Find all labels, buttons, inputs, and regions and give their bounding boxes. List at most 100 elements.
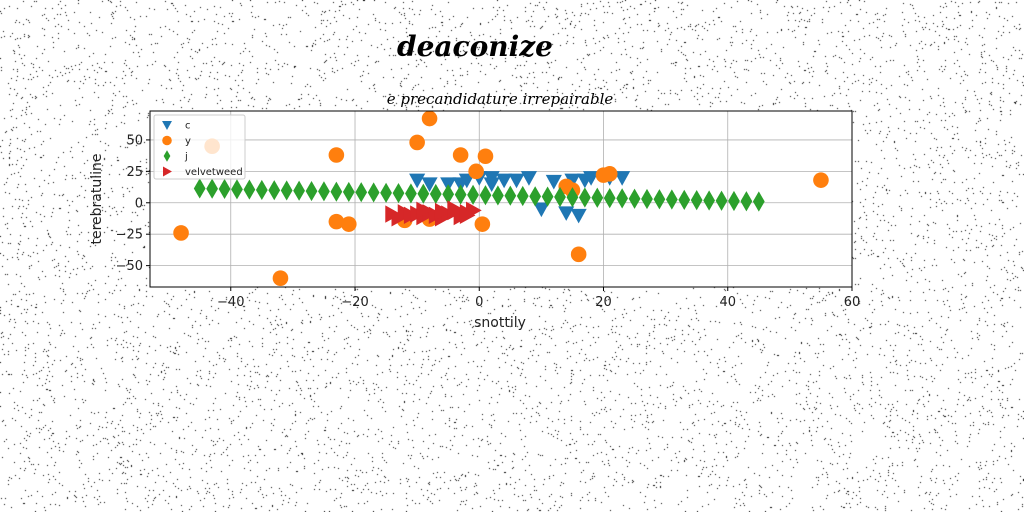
point-y [477, 148, 494, 165]
chart-suptitle: deaconize [397, 30, 553, 63]
point-j [529, 186, 542, 207]
point-j [392, 183, 405, 204]
chart-title: e precandidature irrepairable [387, 90, 614, 108]
point-j [293, 180, 305, 201]
point-j [429, 183, 442, 205]
point-c [614, 171, 631, 186]
point-y [340, 216, 357, 232]
point-velvetweed [459, 206, 476, 225]
point-y [409, 134, 425, 151]
series-c [409, 171, 631, 224]
point-j [591, 187, 604, 208]
point-j [516, 185, 529, 207]
point-j [206, 178, 219, 199]
point-c [558, 206, 575, 221]
legend-label-j: j [184, 152, 188, 163]
point-j [690, 190, 703, 211]
point-y [601, 166, 618, 182]
plot-frame [149, 110, 853, 288]
x-tick-label: 20 [595, 295, 612, 310]
point-j [442, 184, 455, 205]
point-c [409, 173, 426, 189]
x-tick-label: 40 [719, 295, 736, 310]
point-j [305, 181, 318, 202]
x-tick-label: 0 [475, 295, 483, 310]
x-tick-label: −40 [217, 295, 244, 310]
point-velvetweed [416, 201, 433, 219]
point-j [554, 186, 566, 208]
point-y [570, 246, 587, 263]
legend-marker-velvetweed [163, 166, 172, 177]
point-c [421, 177, 438, 192]
legend-box [153, 114, 246, 180]
legend-label-y: y [185, 136, 191, 147]
point-j [740, 191, 753, 212]
point-y [328, 213, 345, 230]
point-j [628, 188, 641, 209]
point-j [380, 182, 392, 203]
y-tick-label: −25 [116, 228, 143, 243]
point-c [545, 174, 562, 190]
point-j [355, 182, 368, 203]
point-j [678, 189, 691, 210]
point-j [467, 184, 479, 205]
point-c [533, 202, 550, 218]
y-tick-label: 0 [135, 196, 143, 211]
point-j [231, 179, 243, 200]
series-velvetweed [385, 200, 482, 227]
point-j [243, 179, 256, 200]
point-j [280, 180, 293, 201]
point-j [641, 188, 653, 210]
point-y [173, 225, 189, 241]
point-y [474, 216, 491, 232]
point-j [479, 185, 492, 206]
point-j [703, 190, 715, 211]
point-j [193, 178, 206, 199]
y-tick-label: −50 [116, 259, 143, 274]
point-j [752, 191, 765, 212]
point-j [728, 190, 740, 212]
point-c [570, 208, 587, 224]
point-j [616, 188, 629, 209]
point-y [452, 147, 469, 163]
point-c [496, 173, 513, 189]
point-j [715, 190, 728, 211]
point-j [492, 185, 504, 206]
point-j [454, 184, 467, 205]
legend-label-c: c [185, 121, 191, 132]
point-j [417, 183, 430, 204]
point-y [272, 270, 289, 287]
point-j [653, 189, 666, 210]
point-y [421, 110, 438, 127]
x-axis-label: snottily [474, 315, 526, 331]
legend-label-velvetweed: velvetweed [185, 167, 243, 178]
legend-marker-y [162, 135, 172, 146]
point-j [342, 181, 355, 203]
point-j [268, 180, 281, 201]
point-j [330, 181, 343, 202]
point-velvetweed [447, 200, 464, 218]
point-y [328, 147, 345, 163]
point-c [564, 173, 581, 189]
point-j [603, 188, 616, 209]
point-y [468, 163, 484, 180]
y-tick-label: 50 [126, 133, 143, 148]
legend: cyj velvetweed [153, 114, 246, 180]
point-j [255, 179, 268, 201]
point-j [504, 185, 517, 206]
point-j [367, 182, 380, 203]
point-c [508, 173, 525, 189]
point-j [566, 187, 579, 208]
y-axis-label: terebratuline [89, 153, 105, 244]
legend-marker-c [162, 121, 172, 130]
point-j [541, 186, 554, 207]
x-tick-label: −20 [341, 295, 368, 310]
point-c [576, 173, 593, 189]
point-j [218, 178, 231, 200]
x-axis-ticks: −40 −20 0 20 40 60 [217, 287, 860, 310]
point-c [520, 171, 538, 186]
point-j [665, 189, 678, 210]
point-velvetweed [434, 202, 451, 221]
legend-marker-j [163, 150, 171, 162]
